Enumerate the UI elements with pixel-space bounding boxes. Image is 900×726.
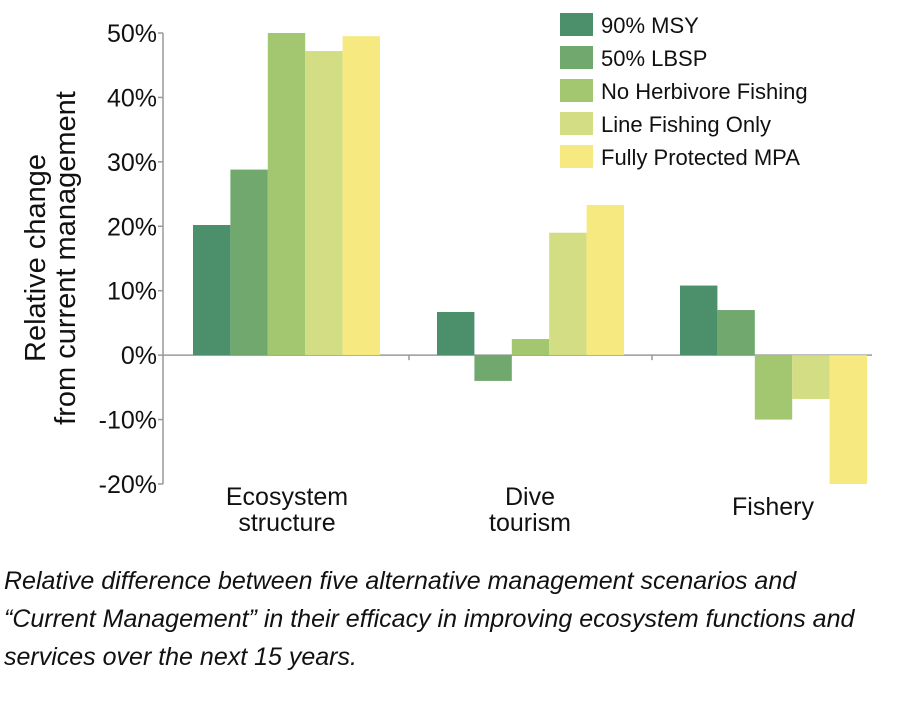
bar-line-fishing-only <box>305 51 343 356</box>
bar-50-lbsp <box>230 169 268 356</box>
bar-90-msy <box>437 311 475 356</box>
bar-90-msy <box>680 285 718 356</box>
bar-90-msy <box>193 224 231 356</box>
y-tick-label: 40% <box>107 84 157 112</box>
y-tick-label: 10% <box>107 278 157 306</box>
bar-no-herbivore-fishing <box>267 33 306 356</box>
bar-50-lbsp <box>717 310 755 356</box>
legend-swatch <box>560 13 593 36</box>
y-axis-label: Relative change <box>20 154 52 362</box>
legend-label: Line Fishing Only <box>601 112 771 137</box>
x-category-label: Dive <box>505 483 555 511</box>
x-category-label: Fishery <box>732 493 814 521</box>
x-category-label: Ecosystem <box>226 483 348 511</box>
legend-label: 90% MSY <box>601 13 699 38</box>
y-tick-label: 0% <box>121 342 157 370</box>
bar-line-fishing-only <box>792 355 830 399</box>
bar-fully-protected-mpa <box>342 36 380 356</box>
x-category-label: structure <box>238 509 335 537</box>
figure-caption: Relative difference between five alterna… <box>4 567 855 671</box>
legend-label: 50% LBSP <box>601 46 707 71</box>
y-axis-label: from current management <box>50 91 82 425</box>
y-tick-label: 20% <box>107 213 157 241</box>
legend-swatch <box>560 112 593 135</box>
y-tick-label: 50% <box>107 20 157 48</box>
legend-swatch <box>560 145 593 168</box>
bar-no-herbivore-fishing <box>754 355 793 420</box>
y-tick-label: -20% <box>99 471 157 499</box>
bar-fully-protected-mpa <box>586 205 624 356</box>
bar-line-fishing-only <box>549 232 587 356</box>
legend-label: No Herbivore Fishing <box>601 79 808 104</box>
y-tick-label: 30% <box>107 149 157 177</box>
legend-swatch <box>560 79 593 102</box>
bar-no-herbivore-fishing <box>511 339 550 356</box>
x-category-label: tourism <box>489 509 571 537</box>
legend-label: Fully Protected MPA <box>601 145 800 170</box>
bar-50-lbsp <box>474 355 512 381</box>
y-tick-label: -10% <box>99 407 157 435</box>
bar-chart: 50% 40% 30% 20% 10% 0% -10% -20% Relative change… <box>20 13 872 537</box>
bar-fully-protected-mpa <box>829 355 867 484</box>
legend-swatch <box>560 46 593 69</box>
